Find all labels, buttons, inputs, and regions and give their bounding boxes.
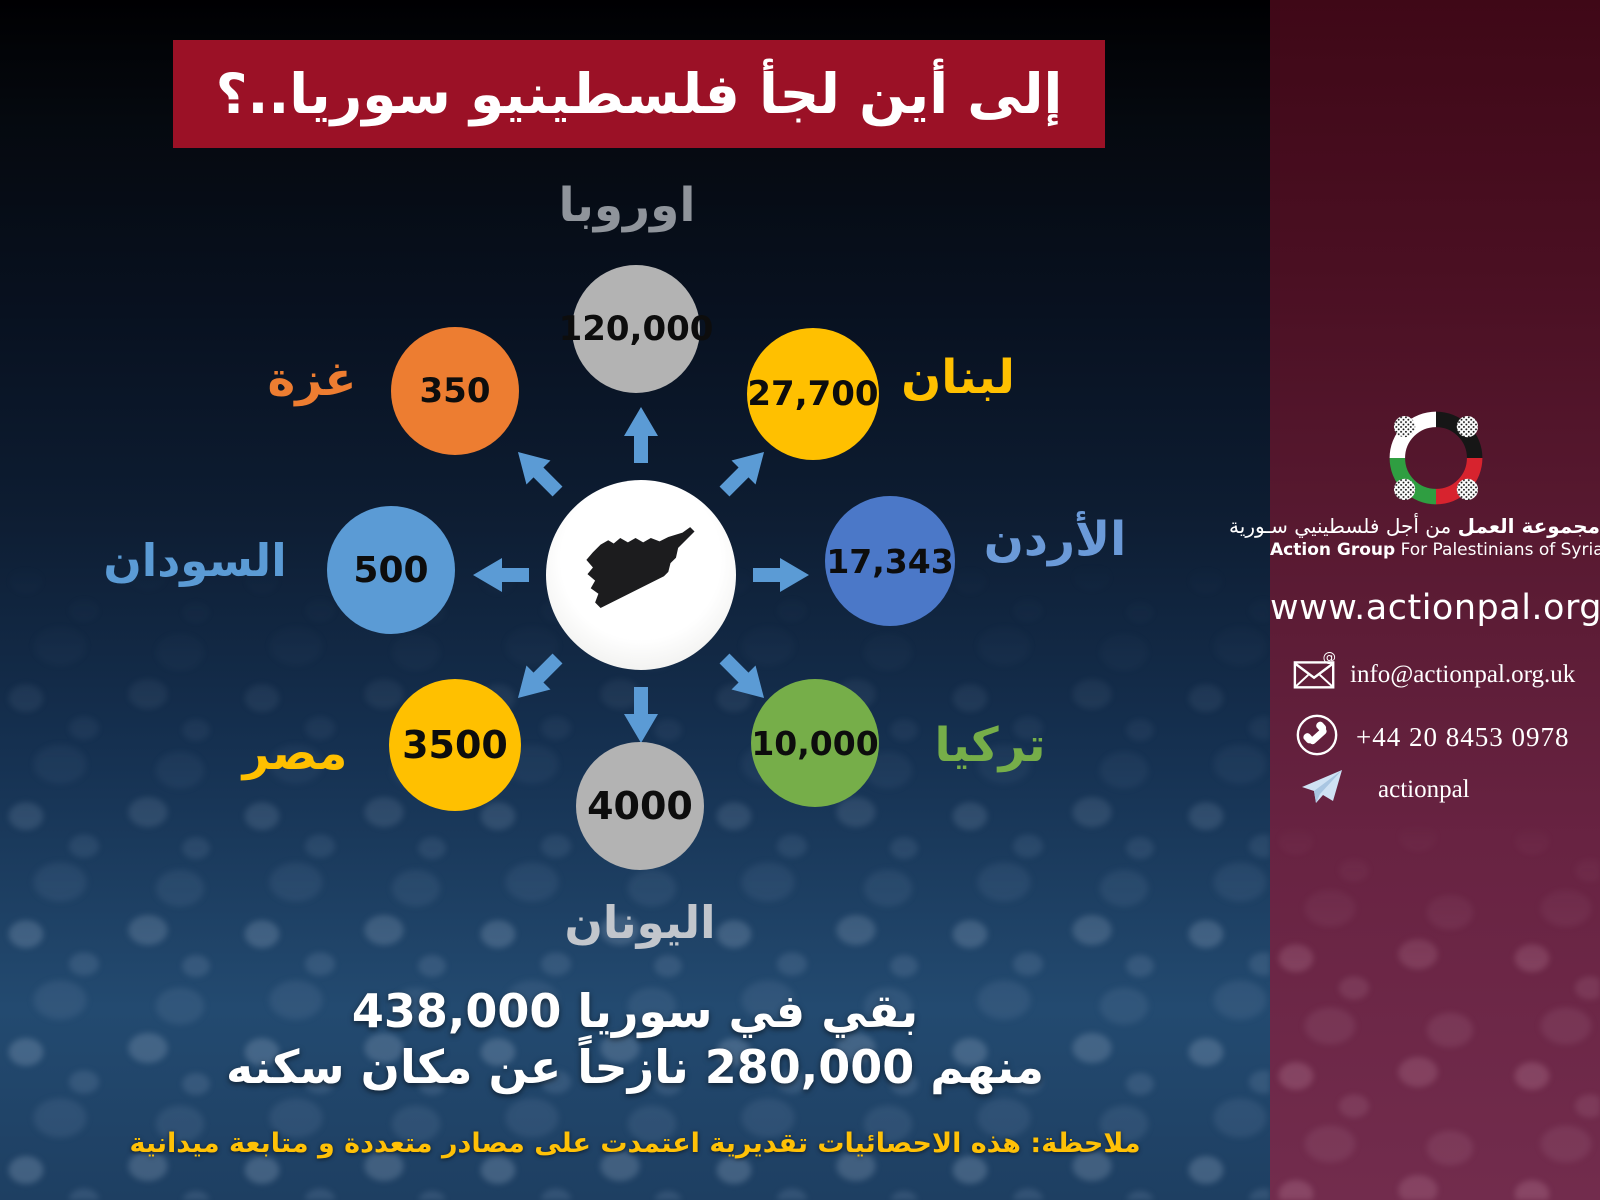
sudan-label: السودان [103, 534, 287, 587]
turkey-label: تركيا [934, 718, 1046, 773]
lebanon-label: لبنان [901, 350, 1015, 405]
phone-number: +44 20 8453 0978 [1356, 722, 1570, 752]
phone-icon [1294, 712, 1340, 763]
org-name-english-rest: For Palestinians of Syria [1395, 540, 1600, 560]
syria-hub-circle [546, 480, 736, 670]
website-url: www.actionpal.org.uk [1270, 588, 1600, 628]
org-name-arabic-bold: مجموعة العمل [1457, 514, 1600, 538]
greece-label: اليونان [564, 896, 716, 949]
europe-value: 120,000 [558, 309, 714, 349]
sidebar-background [1270, 0, 1600, 1200]
jordan-label: الأردن [983, 512, 1127, 567]
phone-row: +44 20 8453 0978 [1294, 712, 1569, 763]
europe-label: اوروبا [558, 178, 696, 233]
org-name-arabic: مجموعة العمل من أجل فلسطينيي سـورية [1229, 514, 1600, 538]
email-row: @ info@actionpal.org.uk [1292, 650, 1576, 697]
turkey-value-circle: 10,000 [751, 679, 879, 807]
arrow-to-turkey [711, 645, 779, 713]
arrow-to-sudan [471, 556, 529, 594]
telegram-handle: actionpal [1378, 775, 1470, 803]
arrow-to-europe [622, 405, 660, 463]
org-name-english: Action Group For Palestinians of Syria [1270, 540, 1600, 560]
gaza-value: 350 [419, 371, 491, 411]
sidebar-crowd-texture [1270, 820, 1600, 1200]
greece-value-circle: 4000 [576, 742, 704, 870]
svg-text:@: @ [1323, 652, 1336, 665]
arrow-to-egypt [503, 645, 571, 713]
syria-map-icon [570, 518, 712, 632]
gaza-value-circle: 350 [391, 327, 519, 455]
jordan-value: 17,343 [826, 541, 954, 581]
sudan-value-circle: 500 [327, 506, 455, 634]
email-icon: @ [1292, 650, 1338, 697]
org-name-english-bold: Action Group [1270, 540, 1396, 560]
email-address: info@actionpal.org.uk [1350, 660, 1576, 688]
arrow-to-jordan [753, 556, 811, 594]
summary-line-2: منهم 280,000 نازحاً عن مكان سكنه [226, 1040, 1044, 1094]
arrow-to-greece [622, 687, 660, 745]
arrow-to-gaza [503, 437, 571, 505]
telegram-row: actionpal [1300, 768, 1470, 811]
footnote: ملاحظة: هذه الاحصائيات تقديرية اعتمدت عل… [129, 1128, 1141, 1159]
arrow-to-lebanon [711, 437, 779, 505]
jordan-value-circle: 17,343 [825, 496, 955, 626]
gaza-label: غزة [267, 352, 357, 407]
greece-value: 4000 [587, 784, 693, 828]
summary-line-1: بقي في سوريا 438,000 [351, 984, 919, 1038]
egypt-value: 3500 [402, 723, 508, 767]
title-banner: إلى أين لجأ فلسطينيو سوريا..؟ [173, 40, 1105, 148]
telegram-icon [1300, 768, 1344, 811]
egypt-label: مصر [242, 726, 348, 781]
europe-value-circle: 120,000 [559, 265, 713, 393]
action-group-logo-icon [1378, 402, 1494, 514]
turkey-value: 10,000 [751, 723, 879, 763]
egypt-value-circle: 3500 [389, 679, 521, 811]
lebanon-value-circle: 27,700 [747, 328, 879, 460]
lebanon-value: 27,700 [747, 374, 879, 414]
page-title: إلى أين لجأ فلسطينيو سوريا..؟ [215, 62, 1063, 126]
org-name-arabic-rest: من أجل فلسطينيي سـورية [1229, 514, 1458, 538]
sudan-value: 500 [353, 549, 429, 591]
